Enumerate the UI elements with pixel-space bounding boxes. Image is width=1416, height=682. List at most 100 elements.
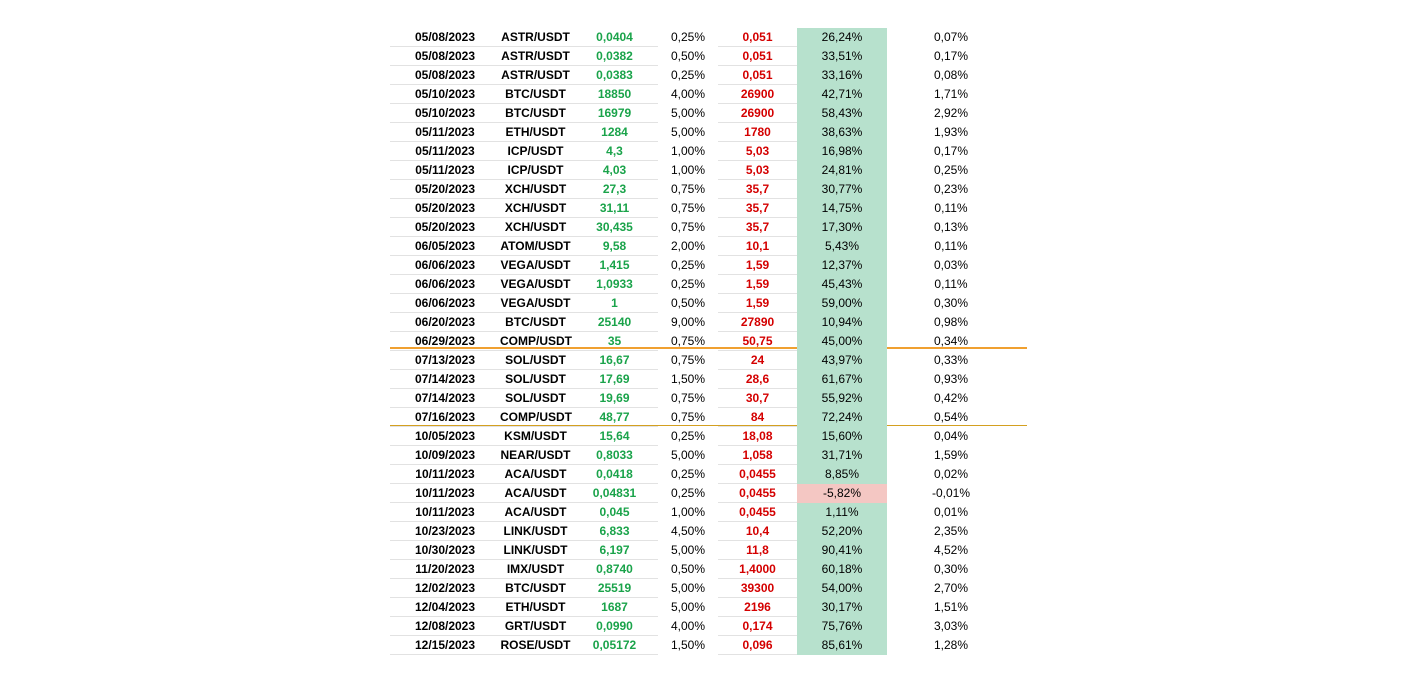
- pair-cell: ETH/USDT: [500, 123, 571, 142]
- size-cell: 0,25%: [670, 429, 706, 443]
- entry-cell: 25140: [571, 313, 658, 332]
- separator-line: [390, 425, 1027, 426]
- entry-cell: 0,0990: [571, 617, 658, 636]
- pair-cell: BTC/USDT: [500, 104, 571, 123]
- date-cell: 06/06/2023: [390, 275, 500, 294]
- size-cell: 0,25%: [670, 30, 706, 44]
- size-cell: 0,75%: [670, 353, 706, 367]
- gain-cell: 14,75%: [797, 199, 887, 218]
- gain-cell: 17,30%: [797, 218, 887, 237]
- entry-cell: 1,0933: [571, 275, 658, 294]
- portfolio-gain-cell: 0,13%: [933, 220, 969, 234]
- pair-cell: ASTR/USDT: [500, 28, 571, 47]
- date-cell: 05/20/2023: [390, 180, 500, 199]
- target-cell: 1,59: [718, 294, 797, 313]
- target-cell: 84: [718, 408, 797, 427]
- entry-cell: 16,67: [571, 351, 658, 370]
- portfolio-gain-cell: 2,92%: [933, 106, 969, 120]
- size-cell: 2,00%: [670, 239, 706, 253]
- portfolio-gain-cell: 0,33%: [933, 353, 969, 367]
- gain-cell: 33,16%: [797, 66, 887, 85]
- entry-cell: 18850: [571, 85, 658, 104]
- pair-cell: LINK/USDT: [500, 541, 571, 560]
- size-cell: 4,50%: [670, 524, 706, 538]
- gain-cell: 12,37%: [797, 256, 887, 275]
- size-cell: 1,00%: [670, 505, 706, 519]
- pair-cell: KSM/USDT: [500, 427, 571, 446]
- date-cell: 06/29/2023: [390, 332, 500, 351]
- entry-cell: 19,69: [571, 389, 658, 408]
- pair-cell: ACA/USDT: [500, 503, 571, 522]
- gain-cell: 33,51%: [797, 47, 887, 66]
- portfolio-gain-cell: 1,93%: [933, 125, 969, 139]
- portfolio-gain-cell: 0,93%: [933, 372, 969, 386]
- portfolio-gain-cell: 0,08%: [933, 68, 969, 82]
- target-cell: 0,0455: [718, 503, 797, 522]
- gain-cell: 38,63%: [797, 123, 887, 142]
- portfolio-gain-cell: 2,35%: [933, 524, 969, 538]
- entry-cell: 17,69: [571, 370, 658, 389]
- pair-cell: XCH/USDT: [500, 218, 571, 237]
- date-cell: 05/10/2023: [390, 85, 500, 104]
- date-cell: 05/10/2023: [390, 104, 500, 123]
- date-cell: 07/13/2023: [390, 351, 500, 370]
- target-cell: 1,59: [718, 275, 797, 294]
- date-cell: 07/14/2023: [390, 370, 500, 389]
- target-cell: 35,7: [718, 180, 797, 199]
- date-cell: 06/06/2023: [390, 256, 500, 275]
- target-cell: 28,6: [718, 370, 797, 389]
- pair-cell: SOL/USDT: [500, 389, 571, 408]
- target-cell: 0,096: [718, 636, 797, 655]
- portfolio-gain-cell: 0,11%: [934, 277, 968, 291]
- portfolio-gain-cell: 0,17%: [933, 144, 969, 158]
- date-cell: 05/20/2023: [390, 199, 500, 218]
- target-cell: 0,051: [718, 28, 797, 47]
- size-cell: 5,00%: [670, 543, 706, 557]
- date-cell: 10/05/2023: [390, 427, 500, 446]
- size-cell: 0,75%: [670, 391, 706, 405]
- pair-cell: ICP/USDT: [500, 142, 571, 161]
- pair-cell: IMX/USDT: [500, 560, 571, 579]
- pair-cell: ATOM/USDT: [500, 237, 571, 256]
- size-cell: 4,00%: [670, 87, 706, 101]
- pair-cell: VEGA/USDT: [500, 275, 571, 294]
- gain-cell: 31,71%: [797, 446, 887, 465]
- size-cell: 5,00%: [670, 125, 706, 139]
- size-cell: 9,00%: [670, 315, 706, 329]
- target-cell: 1,4000: [718, 560, 797, 579]
- entry-cell: 27,3: [571, 180, 658, 199]
- target-cell: 1,59: [718, 256, 797, 275]
- gain-cell: 1,11%: [797, 503, 887, 522]
- entry-cell: 4,3: [571, 142, 658, 161]
- target-cell: 50,75: [718, 332, 797, 351]
- size-cell: 0,25%: [670, 68, 706, 82]
- entry-cell: 1284: [571, 123, 658, 142]
- gain-cell: -5,82%: [797, 484, 887, 503]
- target-cell: 10,4: [718, 522, 797, 541]
- date-cell: 05/11/2023: [390, 123, 500, 142]
- gain-cell: 24,81%: [797, 161, 887, 180]
- target-cell: 5,03: [718, 142, 797, 161]
- size-cell: 5,00%: [670, 600, 706, 614]
- gain-cell: 15,60%: [797, 427, 887, 446]
- size-cell: 0,25%: [670, 258, 706, 272]
- entry-cell: 31,11: [571, 199, 658, 218]
- entry-cell: 0,0383: [571, 66, 658, 85]
- target-cell: 0,174: [718, 617, 797, 636]
- portfolio-gain-cell: 0,04%: [933, 429, 969, 443]
- date-cell: 05/11/2023: [390, 142, 500, 161]
- portfolio-gain-cell: 0,11%: [934, 239, 968, 253]
- portfolio-gain-cell: 2,70%: [933, 581, 969, 595]
- gain-cell: 59,00%: [797, 294, 887, 313]
- pair-cell: NEAR/USDT: [500, 446, 571, 465]
- portfolio-gain-cell: 0,42%: [933, 391, 969, 405]
- target-cell: 24: [718, 351, 797, 370]
- portfolio-gain-cell: -0,01%: [931, 486, 971, 500]
- date-cell: 10/11/2023: [390, 503, 500, 522]
- date-cell: 07/16/2023: [390, 408, 500, 427]
- entry-cell: 30,435: [571, 218, 658, 237]
- gain-cell: 90,41%: [797, 541, 887, 560]
- date-cell: 10/11/2023: [390, 465, 500, 484]
- portfolio-gain-cell: 4,52%: [933, 543, 969, 557]
- entry-cell: 0,0404: [571, 28, 658, 47]
